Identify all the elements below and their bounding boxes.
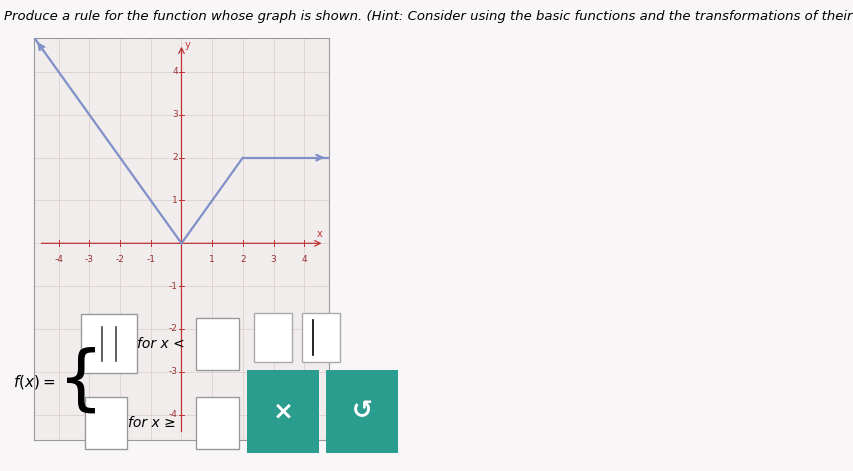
- Text: 2: 2: [172, 153, 177, 162]
- FancyBboxPatch shape: [81, 315, 136, 374]
- Text: x: x: [316, 229, 322, 239]
- Text: y: y: [185, 41, 191, 50]
- Text: {: {: [58, 347, 104, 416]
- Text: 2: 2: [240, 255, 246, 264]
- Text: 1: 1: [209, 255, 215, 264]
- Text: -2: -2: [115, 255, 125, 264]
- FancyBboxPatch shape: [247, 370, 319, 453]
- Text: -3: -3: [169, 367, 177, 376]
- Text: 4: 4: [301, 255, 307, 264]
- FancyBboxPatch shape: [196, 397, 239, 448]
- FancyBboxPatch shape: [325, 370, 397, 453]
- Text: 1: 1: [171, 196, 177, 205]
- Text: -2: -2: [169, 325, 177, 333]
- Text: 3: 3: [171, 110, 177, 119]
- FancyBboxPatch shape: [254, 314, 292, 362]
- Text: ×: ×: [272, 399, 293, 423]
- Text: -3: -3: [84, 255, 94, 264]
- FancyBboxPatch shape: [196, 318, 239, 370]
- Text: -1: -1: [169, 282, 177, 291]
- FancyBboxPatch shape: [84, 397, 127, 448]
- Text: -4: -4: [55, 255, 63, 264]
- FancyBboxPatch shape: [301, 314, 339, 362]
- Text: for x ≥: for x ≥: [128, 416, 176, 430]
- Text: 4: 4: [172, 67, 177, 76]
- Text: -1: -1: [146, 255, 155, 264]
- Text: ↺: ↺: [351, 399, 372, 423]
- Text: $f(x) =$: $f(x) =$: [13, 373, 55, 390]
- Text: -4: -4: [169, 410, 177, 419]
- Text: Produce a rule for the function whose graph is shown. (Hint: Consider using the : Produce a rule for the function whose gr…: [4, 10, 853, 24]
- Text: 3: 3: [270, 255, 276, 264]
- Text: for x <: for x <: [136, 337, 184, 351]
